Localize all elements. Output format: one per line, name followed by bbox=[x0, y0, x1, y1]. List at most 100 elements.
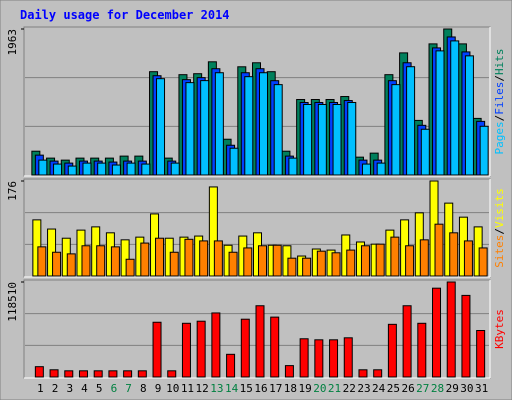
legend-entry: KBytes bbox=[493, 309, 506, 349]
y-tick-label: 176 bbox=[6, 181, 19, 201]
legend-separator: / bbox=[493, 228, 506, 235]
bar bbox=[228, 251, 238, 277]
x-tick-label: 31 bbox=[475, 382, 488, 395]
x-tick-label: 15 bbox=[240, 382, 253, 395]
bar bbox=[302, 257, 312, 277]
x-tick-label: 3 bbox=[66, 382, 73, 395]
x-tick-label: 28 bbox=[431, 382, 444, 395]
bar bbox=[155, 237, 165, 277]
x-tick-label: 21 bbox=[328, 382, 341, 395]
x-tick-label: 6 bbox=[111, 382, 118, 395]
x-tick-label: 25 bbox=[387, 382, 400, 395]
bar bbox=[463, 240, 473, 277]
bar bbox=[240, 318, 250, 378]
bar bbox=[450, 40, 460, 176]
bar bbox=[476, 330, 486, 378]
bar bbox=[214, 72, 224, 176]
x-tick-label: 13 bbox=[210, 382, 223, 395]
x-tick-label: 17 bbox=[269, 382, 282, 395]
x-tick-label: 2 bbox=[52, 382, 59, 395]
y-tick-label: 118510 bbox=[6, 282, 19, 322]
bar bbox=[417, 322, 427, 378]
bar bbox=[52, 251, 62, 277]
x-tick-label: 8 bbox=[140, 382, 147, 395]
bar bbox=[402, 305, 412, 378]
bar bbox=[405, 245, 415, 277]
bar bbox=[137, 370, 147, 378]
x-tick-label: 29 bbox=[446, 382, 459, 395]
legend-entry: Visits bbox=[493, 188, 506, 228]
bar bbox=[125, 258, 135, 277]
bar bbox=[343, 337, 353, 378]
bar bbox=[169, 251, 179, 277]
bar bbox=[376, 162, 386, 176]
bar bbox=[226, 353, 236, 378]
bar bbox=[120, 239, 130, 277]
x-tick-label: 20 bbox=[313, 382, 326, 395]
bar bbox=[140, 242, 150, 277]
x-tick-label: 18 bbox=[284, 382, 297, 395]
legend: Pages/Files/Hits bbox=[493, 49, 506, 155]
bar bbox=[243, 247, 253, 277]
bar bbox=[34, 366, 44, 378]
x-tick-label: 24 bbox=[372, 382, 386, 395]
x-tick-label: 23 bbox=[357, 382, 370, 395]
bar bbox=[406, 66, 416, 176]
bar bbox=[93, 370, 103, 378]
bar bbox=[53, 163, 63, 176]
bar bbox=[329, 339, 339, 378]
x-tick-label: 22 bbox=[343, 382, 356, 395]
bar bbox=[200, 80, 210, 176]
x-tick-label: 5 bbox=[96, 382, 103, 395]
legend-entry: Pages bbox=[493, 121, 506, 154]
x-tick-label: 12 bbox=[196, 382, 209, 395]
bar bbox=[141, 163, 151, 176]
bar bbox=[434, 223, 444, 277]
bar bbox=[299, 338, 309, 378]
bar bbox=[67, 165, 77, 176]
bar bbox=[110, 246, 120, 277]
bar bbox=[156, 78, 166, 176]
bar bbox=[184, 238, 194, 277]
bar bbox=[449, 232, 459, 277]
bar bbox=[64, 370, 74, 378]
x-tick-label: 9 bbox=[155, 382, 162, 395]
bar bbox=[390, 236, 400, 277]
bar bbox=[199, 240, 209, 277]
bar bbox=[229, 147, 239, 176]
bar bbox=[347, 101, 357, 176]
bar bbox=[317, 103, 327, 176]
chart-title: Daily usage for December 2014 bbox=[20, 8, 230, 22]
x-tick-label: 10 bbox=[166, 382, 179, 395]
bar bbox=[375, 243, 385, 277]
bar bbox=[361, 163, 371, 176]
bar bbox=[82, 162, 92, 176]
bar bbox=[272, 244, 282, 277]
x-tick-label: 26 bbox=[401, 382, 414, 395]
bar bbox=[181, 322, 191, 378]
bar bbox=[96, 245, 106, 277]
bar bbox=[358, 369, 368, 378]
x-tick-label: 16 bbox=[254, 382, 267, 395]
bar bbox=[316, 250, 326, 277]
bar bbox=[211, 312, 221, 378]
x-tick-label: 14 bbox=[225, 382, 239, 395]
bar bbox=[446, 281, 456, 378]
bar bbox=[152, 321, 162, 378]
bar bbox=[170, 162, 180, 176]
bar bbox=[419, 239, 429, 277]
bar bbox=[391, 84, 401, 176]
x-tick-label: 30 bbox=[460, 382, 473, 395]
legend-separator: / bbox=[493, 75, 506, 82]
legend-separator: / bbox=[493, 115, 506, 122]
bar bbox=[213, 240, 223, 277]
bar bbox=[167, 370, 177, 378]
legend: KBytes bbox=[493, 309, 506, 349]
bar bbox=[244, 76, 254, 176]
bar bbox=[111, 164, 121, 176]
bar bbox=[258, 245, 267, 277]
bar bbox=[420, 128, 430, 176]
bar bbox=[108, 370, 118, 378]
bar bbox=[196, 320, 206, 378]
bar bbox=[346, 249, 356, 277]
